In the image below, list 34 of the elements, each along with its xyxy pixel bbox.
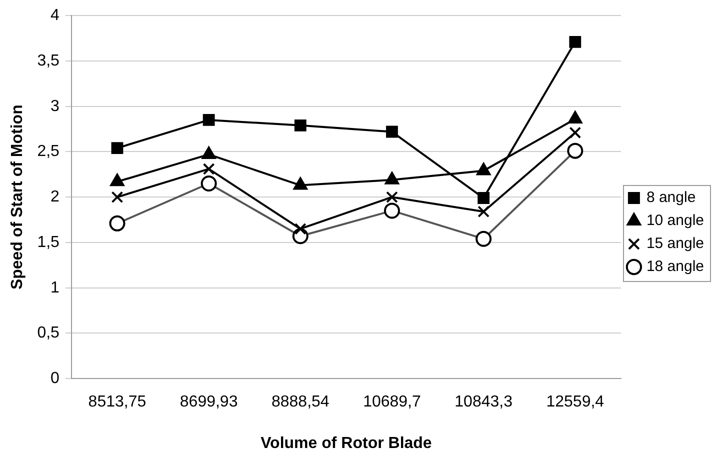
- y-tick-label: 2: [50, 188, 60, 206]
- x-axis-title: Volume of Rotor Blade: [260, 434, 432, 452]
- point: [478, 206, 490, 218]
- y-tick-label: 4: [50, 7, 60, 24]
- x-tick-label: 12559,4: [546, 394, 604, 411]
- point: [478, 192, 490, 204]
- point: [111, 191, 124, 204]
- legend-label: 15 angle: [646, 235, 704, 252]
- x-tick-label: 8699,93: [180, 394, 238, 411]
- legend-label: 10 angle: [646, 212, 704, 230]
- y-tick-label: 3: [50, 98, 60, 115]
- y-tick-label: 2,5: [37, 143, 60, 160]
- x-tick-label: 8888,54: [271, 394, 330, 411]
- point: [386, 191, 398, 204]
- point: [294, 222, 306, 235]
- point: [568, 111, 582, 124]
- y-axis-title: Speed of Start of Motion: [9, 104, 26, 290]
- point: [386, 126, 398, 138]
- y-tick-label: 1: [50, 279, 60, 296]
- legend-label: 18 angle: [646, 258, 704, 276]
- legend-label: 8 angle: [646, 189, 696, 206]
- x-tick-label: 10689,7: [363, 394, 421, 411]
- point: [569, 36, 582, 48]
- y-tick-label: 0: [50, 370, 60, 388]
- point: [202, 163, 215, 175]
- y-tick-label: 1,5: [37, 234, 60, 251]
- point: [202, 114, 215, 126]
- y-tick-label: 0,5: [37, 324, 60, 342]
- point: [569, 126, 582, 139]
- x-tick-label: 8513,75: [88, 394, 146, 411]
- x-tick-label: 10843,3: [454, 394, 513, 411]
- y-tick-label: 3,5: [37, 52, 60, 70]
- point: [294, 119, 306, 132]
- point: [111, 142, 124, 154]
